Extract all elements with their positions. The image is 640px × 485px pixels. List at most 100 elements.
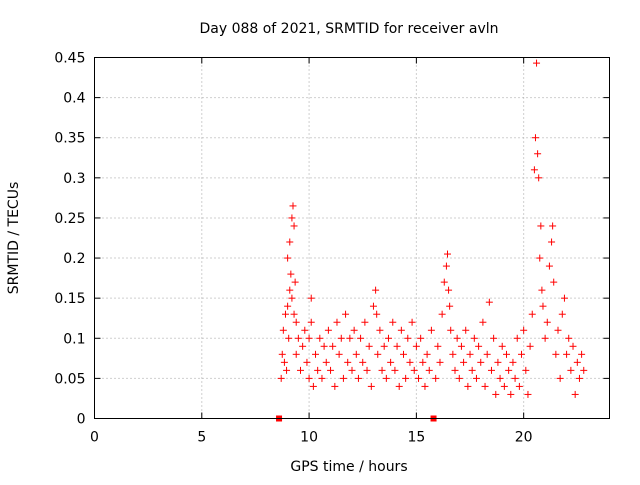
data-point (472, 374, 480, 382)
data-point (305, 334, 313, 342)
data-point (434, 342, 442, 350)
data-point (307, 294, 315, 302)
data-point (297, 366, 304, 374)
data-point (511, 374, 519, 382)
data-point (533, 59, 541, 67)
data-point (415, 374, 423, 382)
y-tick-label: 0.3 (63, 171, 85, 187)
x-tick-label: 5 (197, 430, 206, 446)
data-point (284, 302, 292, 310)
plot-frame (94, 57, 610, 419)
data-point (477, 358, 485, 366)
data-point (288, 294, 296, 302)
data-point (318, 374, 326, 382)
data-point (554, 326, 562, 334)
data-point (290, 222, 298, 230)
data-point (447, 326, 455, 334)
y-tick-label: 0 (77, 412, 86, 428)
data-point (393, 342, 401, 350)
data-point (365, 342, 373, 350)
data-point (569, 342, 577, 350)
data-point (524, 390, 532, 398)
data-point (449, 350, 457, 358)
data-point (460, 358, 468, 366)
data-point (575, 374, 583, 382)
data-point (279, 326, 287, 334)
y-tick-label: 0.45 (54, 51, 85, 67)
data-point (316, 334, 324, 342)
data-point (301, 326, 309, 334)
data-point (284, 254, 292, 262)
data-point (556, 374, 564, 382)
data-point (490, 334, 498, 342)
data-point (479, 318, 487, 326)
data-point (466, 350, 474, 358)
data-point (346, 334, 354, 342)
y-tick-label: 0.35 (54, 131, 85, 147)
data-point (339, 374, 347, 382)
data-point (496, 374, 504, 382)
data-point (487, 366, 495, 374)
data-point (500, 382, 508, 390)
data-point (309, 382, 317, 390)
data-point (539, 302, 547, 310)
data-point (387, 358, 395, 366)
data-point (503, 350, 510, 358)
data-point (509, 358, 517, 366)
data-point (513, 334, 521, 342)
data-point (538, 286, 546, 294)
y-tick-label: 0.2 (63, 251, 85, 267)
data-point (457, 342, 465, 350)
data-point (485, 298, 493, 306)
data-point (451, 366, 459, 374)
data-point (280, 358, 288, 366)
data-point (563, 350, 571, 358)
data-point (369, 302, 377, 310)
data-point (534, 150, 542, 158)
axis-ticks: 0 5 10 15 20 0 0.05 0.1 0.15 0.2 0.25 0.3 0.35 0.4 0.4… (54, 51, 610, 446)
data-point (536, 254, 544, 262)
data-point (483, 350, 491, 358)
data-point (578, 350, 586, 358)
data-point (289, 202, 297, 210)
data-point (571, 390, 579, 398)
data-point (281, 310, 289, 318)
data-point (507, 390, 515, 398)
data-point (419, 358, 427, 366)
y-tick-label: 0.4 (63, 91, 85, 107)
data-point (344, 358, 352, 366)
data-point (294, 334, 302, 342)
data-point (423, 350, 431, 358)
data-point (372, 286, 380, 294)
y-tick-label: 0.1 (63, 331, 85, 347)
data-point (550, 278, 558, 286)
data-point (537, 222, 545, 230)
data-point (376, 326, 384, 334)
data-point (352, 350, 360, 358)
data-point (410, 366, 418, 374)
data-point (522, 366, 530, 374)
data-point (475, 342, 483, 350)
data-points (276, 59, 588, 422)
data-point (333, 318, 341, 326)
x-tick-label: 15 (407, 430, 425, 446)
data-point (384, 334, 392, 342)
data-point (526, 342, 534, 350)
data-point (528, 310, 536, 318)
data-point (320, 342, 328, 350)
data-point (278, 350, 286, 358)
data-point (453, 334, 461, 342)
data-point (481, 382, 489, 390)
data-point (277, 374, 285, 382)
data-point (285, 334, 293, 342)
data-point (314, 366, 322, 374)
data-point (312, 350, 320, 358)
data-point (545, 262, 553, 270)
data-point (468, 366, 476, 374)
y-tick-label: 0.15 (54, 291, 85, 307)
data-point (455, 374, 463, 382)
data-point (361, 318, 369, 326)
data-point (548, 238, 556, 246)
data-point (397, 326, 405, 334)
